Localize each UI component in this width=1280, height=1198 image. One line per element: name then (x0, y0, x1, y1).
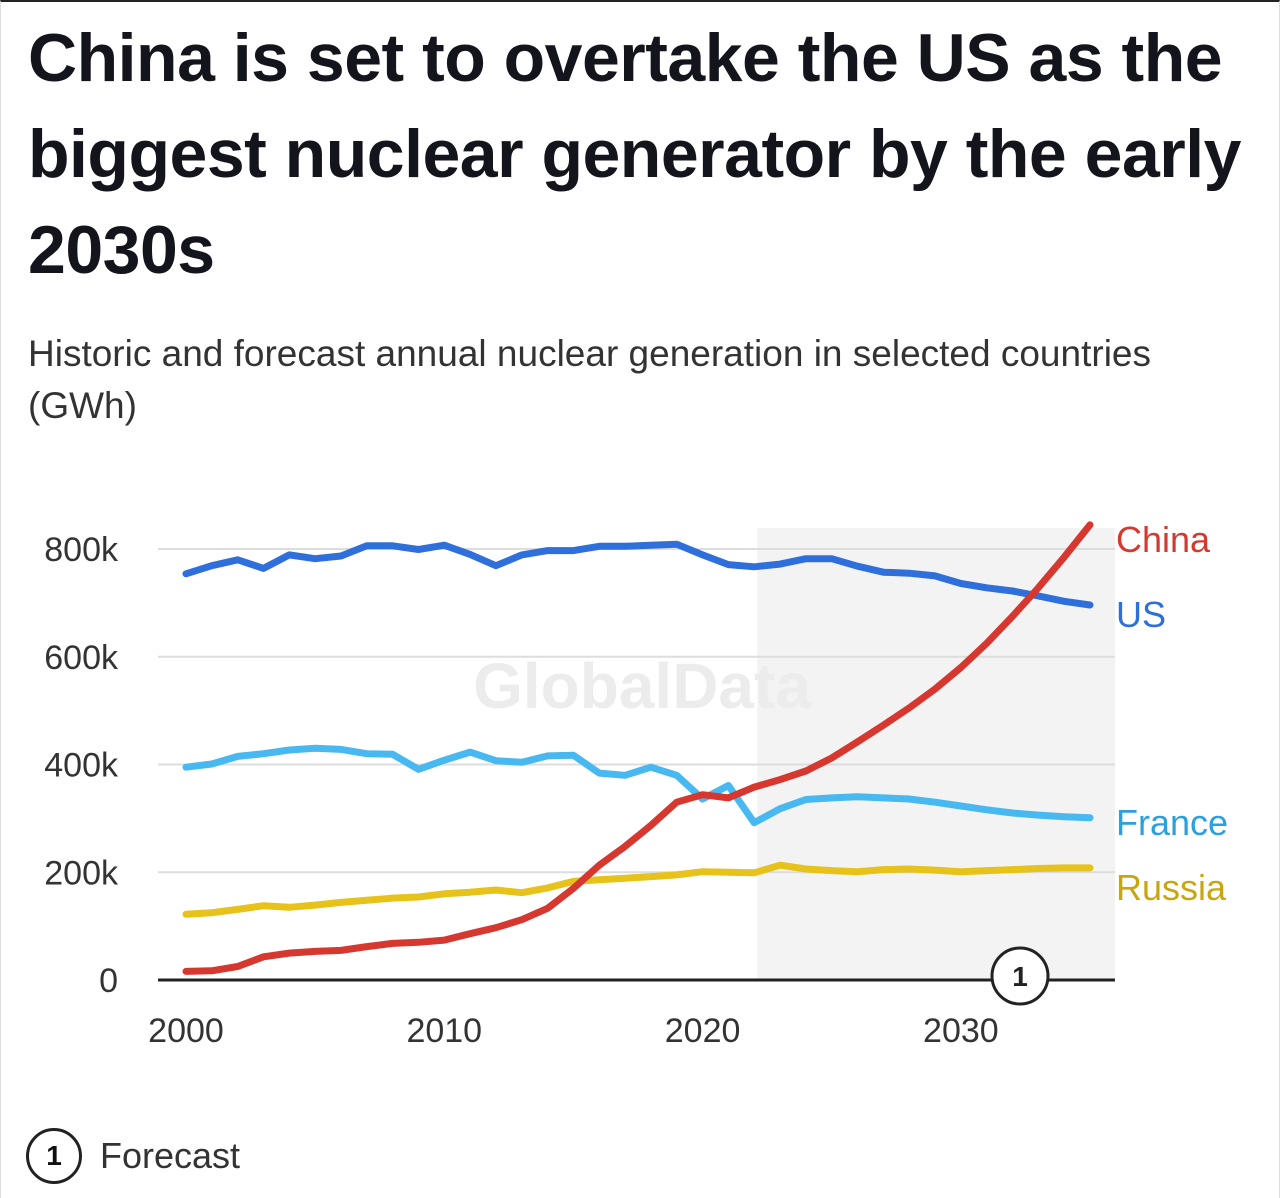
footnote: 1 Forecast (26, 1128, 240, 1184)
footnote-label: Forecast (100, 1135, 241, 1176)
series-line-us (182, 540, 1094, 609)
forecast-shade (757, 528, 1115, 980)
y-tick-label: 200k (44, 854, 119, 892)
y-tick-label: 800k (44, 531, 119, 569)
series-label-france: France (1116, 802, 1228, 843)
line-chart: GlobalData 0 200k 400k 600k 800k 2000 2010 202… (44, 519, 1228, 1050)
x-tick-label: 2020 (665, 1012, 741, 1050)
forecast-marker-number: 1 (1012, 961, 1028, 992)
series-line-china (182, 521, 1094, 975)
y-tick-label: 0 (99, 962, 118, 1000)
x-tick-label: 2000 (148, 1012, 224, 1050)
series-label-us: US (1116, 594, 1166, 635)
forecast-marker: 1 (990, 946, 1050, 1006)
footnote-marker: 1 (26, 1128, 82, 1184)
series-line-france (182, 744, 1094, 827)
y-tick-label: 400k (44, 747, 119, 785)
x-tick-label: 2010 (406, 1012, 482, 1050)
series-label-russia: Russia (1116, 867, 1227, 908)
chart-title: China is set to overtake the US as the b… (28, 20, 1241, 288)
x-tick-label: 2030 (923, 1012, 999, 1050)
series-line-russia (182, 861, 1094, 918)
watermark-text: GlobalData (473, 650, 811, 722)
series-label-china: China (1116, 519, 1211, 560)
chart-subtitle: Historic and forecast annual nuclear gen… (28, 333, 1151, 426)
y-tick-label: 600k (44, 639, 119, 677)
